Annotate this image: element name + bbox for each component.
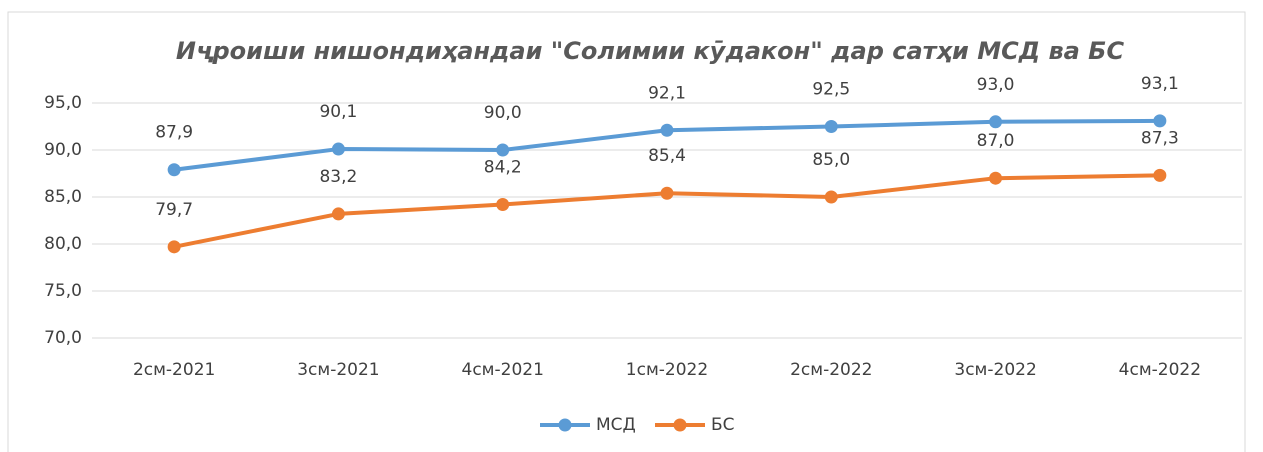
chart-frame [7,11,1246,452]
data-label: 87,9 [155,123,193,143]
point [989,115,1003,129]
data-label: 87,0 [977,131,1015,151]
data-label: 84,2 [484,158,522,178]
point [660,186,674,200]
data-label: 79,7 [155,200,193,220]
point [989,171,1003,185]
data-label: 85,0 [812,150,850,170]
point [167,240,181,254]
data-label: 92,1 [648,83,686,103]
point [331,207,345,221]
point [824,120,838,133]
y-tick-label: 95,0 [44,93,82,113]
x-tick-label: 4см-2022 [1119,360,1201,380]
y-tick-label: 80,0 [44,234,82,254]
data-label: 85,4 [648,146,686,166]
data-label: 90,0 [484,103,522,123]
chart-title: Иҷроиши нишондиҳандаи "Солимии кӯдакон" … [176,37,1125,65]
point [824,190,838,204]
data-label: 87,3 [1141,128,1179,148]
point [1153,114,1167,128]
y-tick-label: 75,0 [44,281,82,301]
x-tick-label: 2см-2022 [790,360,872,380]
point [496,143,510,157]
y-tick-label: 90,0 [44,140,82,160]
legend-marker [673,418,687,432]
x-tick-label: 2см-2021 [133,360,215,380]
point [1153,168,1167,182]
y-tick-label: 70,0 [44,328,82,348]
data-label: 92,5 [812,80,850,100]
x-tick-label: 4см-2021 [462,360,544,380]
data-label: 93,0 [977,75,1015,95]
point [496,198,510,212]
x-tick-label: 3см-2022 [954,360,1036,380]
x-tick-label: 3см-2021 [297,360,379,380]
data-label: 93,1 [1141,74,1179,94]
legend-label: БС [711,415,735,435]
y-tick-label: 85,0 [44,187,82,207]
legend-label: МСД [596,415,636,435]
x-tick-label: 1см-2022 [626,360,708,380]
legend-marker [558,418,572,432]
data-label: 83,2 [319,167,357,187]
point [167,163,181,177]
point [331,142,345,156]
point [660,123,674,137]
data-label: 90,1 [319,102,357,122]
